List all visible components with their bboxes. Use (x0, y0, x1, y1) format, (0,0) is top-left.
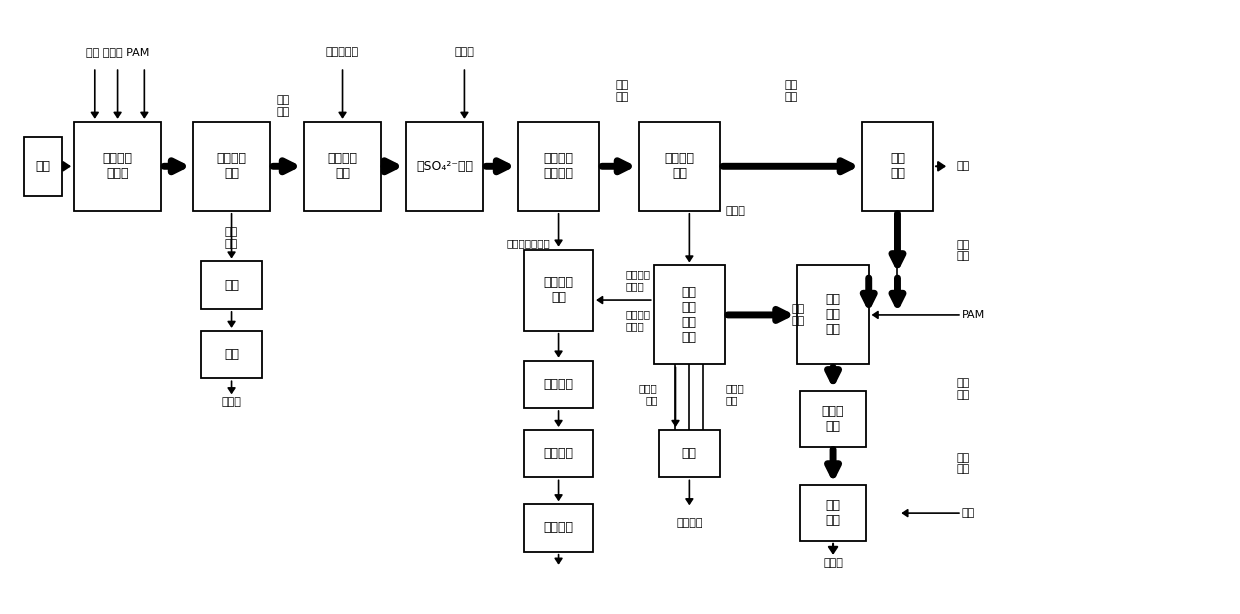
Text: PAM: PAM (962, 310, 985, 320)
Bar (201, 262, 263, 309)
Bar (800, 391, 866, 447)
Bar (201, 331, 263, 378)
Text: 三级石膏
混合物: 三级石膏 混合物 (626, 309, 651, 331)
Text: 一级石膏混合物: 一级石膏混合物 (506, 238, 549, 249)
Text: 五级
废水: 五级 废水 (957, 378, 970, 400)
Text: 石膏仓库: 石膏仓库 (543, 521, 574, 534)
Bar (658, 430, 720, 478)
Bar (405, 122, 484, 211)
Text: 一级旋流
分离工艺: 一级旋流 分离工艺 (543, 152, 574, 181)
Bar (800, 486, 866, 541)
Text: 氨水: 氨水 (957, 161, 970, 171)
Bar (304, 122, 381, 211)
Bar (797, 265, 869, 365)
Text: 三级
废水: 三级 废水 (785, 80, 799, 102)
Text: 压滤: 压滤 (224, 279, 239, 292)
Text: 二级石膏
混合物: 二级石膏 混合物 (626, 270, 651, 291)
Text: 汽提
工艺: 汽提 工艺 (890, 152, 905, 181)
Text: 石膏干燥: 石膏干燥 (543, 447, 574, 460)
Text: 一次旋
流液: 一次旋 流液 (639, 383, 657, 405)
Text: 沉淤层: 沉淤层 (725, 206, 745, 216)
Text: 石膏干燥
工艺: 石膏干燥 工艺 (543, 276, 574, 304)
Text: 二级
废水: 二级 废水 (615, 80, 629, 102)
Text: 再过滤
工艺: 再过滤 工艺 (822, 405, 844, 433)
Bar (25, 136, 62, 196)
Bar (523, 249, 593, 331)
Text: 氨水 硫化钙 PAM: 氨水 硫化钙 PAM (86, 47, 149, 57)
Text: 中和
工艺: 中和 工艺 (826, 499, 841, 527)
Bar (523, 504, 593, 552)
Text: 精密过滤器: 精密过滤器 (326, 47, 360, 57)
Bar (639, 122, 720, 211)
Text: 废水: 废水 (36, 160, 51, 173)
Bar (523, 430, 593, 478)
Text: 四级
废水: 四级 废水 (957, 239, 970, 262)
Text: 二次
浆料: 二次 浆料 (791, 304, 805, 326)
Text: 重金属回
收工艺: 重金属回 收工艺 (103, 152, 133, 181)
Text: 石灿乳: 石灿乳 (455, 47, 475, 57)
Text: 首次过滤
工艺: 首次过滤 工艺 (327, 152, 357, 181)
Text: 三次
沉淤
工艺: 三次 沉淤 工艺 (826, 293, 841, 336)
Text: 初级
废水: 初级 废水 (277, 95, 290, 117)
Text: 二次旋
流液: 二次旋 流液 (725, 383, 744, 405)
Text: 二级
旋流
分离
工艺: 二级 旋流 分离 工艺 (682, 286, 697, 344)
Text: 排出水: 排出水 (823, 558, 843, 568)
Text: 硫酸: 硫酸 (962, 508, 975, 518)
Text: 六级
废水: 六级 废水 (957, 453, 970, 475)
Text: 石膏脱水: 石膏脱水 (543, 378, 574, 391)
Text: 首次
浆料: 首次 浆料 (224, 227, 238, 249)
Bar (193, 122, 270, 211)
Text: 再次沉淤
工艺: 再次沉淤 工艺 (665, 152, 694, 181)
Text: 脱SO₄²⁻工艺: 脱SO₄²⁻工艺 (417, 160, 474, 173)
Text: 浆化: 浆化 (224, 348, 239, 361)
Bar (653, 265, 725, 365)
Bar (74, 122, 161, 211)
Bar (862, 122, 934, 211)
Bar (518, 122, 599, 211)
Text: 生产车间: 生产车间 (676, 518, 703, 528)
Text: 浆化: 浆化 (682, 447, 697, 460)
Text: 使用点: 使用点 (222, 397, 242, 407)
Text: 固液分离
工艺: 固液分离 工艺 (217, 152, 247, 181)
Bar (523, 360, 593, 408)
